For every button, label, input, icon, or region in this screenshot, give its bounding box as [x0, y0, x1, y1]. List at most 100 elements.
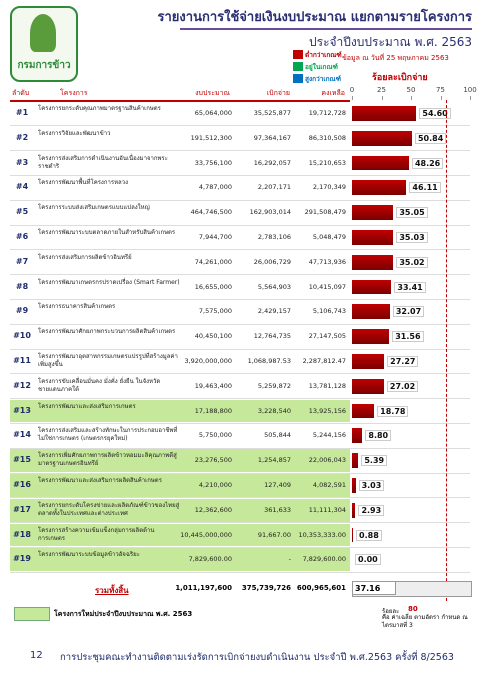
new-project-highlight [10, 548, 350, 572]
amount: 1,254,857 [257, 456, 291, 465]
tick-mark [381, 96, 383, 100]
value-label: 35.03 [396, 232, 428, 243]
rank: #19 [13, 554, 31, 564]
amount: 17,188,800 [194, 406, 232, 415]
value-label: 5.39 [361, 455, 388, 467]
bar [352, 155, 409, 171]
legend-swatch [293, 62, 303, 71]
row-divider [10, 447, 470, 449]
bar [352, 230, 394, 245]
row-divider [10, 472, 470, 473]
target-line [446, 100, 448, 602]
legend-label: อยู่ในเกณฑ์ [305, 63, 338, 71]
amount: 15,210,653 [308, 158, 346, 167]
project-name: โครงการพัฒนาอุตสาหกรรมเกษตรแปรรูปที่สร้า… [38, 353, 178, 368]
rank: #9 [15, 306, 29, 316]
amount: 13,925,156 [308, 406, 346, 415]
amount: 65,064,000 [194, 109, 232, 117]
bar [352, 205, 394, 220]
project-name: โครงการขับเคลื่อนมั่นคง มั่งคั่ง ยั่งยืน… [38, 377, 161, 393]
amount: 16,292,057 [253, 158, 291, 167]
footer-text: การประชุมคณะทำงานติดตามเร่งรัดการเบิกจ่า… [60, 652, 454, 663]
rank: #14 [13, 430, 31, 440]
rank: #5 [15, 207, 29, 217]
column-header: คงเหลือ [321, 89, 345, 97]
x-tick-label: 75 [436, 86, 445, 94]
bar [352, 453, 359, 468]
row-divider [10, 571, 470, 573]
amount: 91,667.00 [257, 530, 291, 539]
bar [352, 180, 407, 196]
x-axis-label: ร้อยละเบิกจ่าย [372, 73, 428, 83]
amount: 2,783,106 [257, 233, 291, 241]
new-project-highlight [10, 498, 350, 522]
rank: #8 [15, 281, 29, 291]
bar [352, 254, 394, 270]
project-name: โครงการส่งเสริมการดำเนินงานอันเนื่องมาจา… [38, 154, 168, 170]
amount: 7,829,600.00 [302, 555, 346, 564]
bar [352, 478, 356, 493]
rank: #16 [13, 480, 31, 489]
column-header: งบประมาณ [195, 89, 230, 97]
value-label: 32.07 [392, 306, 425, 318]
rank: #2 [15, 132, 29, 142]
rank: #4 [15, 182, 29, 192]
amount: 4,787,000 [198, 183, 232, 192]
x-tick-label: 50 [406, 86, 416, 94]
amount: 86,310,508 [308, 133, 346, 142]
amount: 26,006,729 [253, 257, 291, 266]
value-label: 35.05 [396, 207, 428, 219]
bar [352, 527, 354, 543]
subtitle: ประจำปีงบประมาณ พ.ศ. 2563 [309, 35, 472, 49]
footnote-prefix: ร้อยละ [382, 608, 400, 616]
project-name: โครงการพัฒนาศักยภาพกระบวนการผลิตสินค้าเก… [38, 328, 176, 336]
project-name: โครงการระบบส่งเสริมเกษตรแบบแปลงใหญ่ [38, 204, 150, 212]
footnote-value: 80 [408, 605, 418, 614]
column-header: เบิกจ่าย [266, 89, 290, 97]
footnote-suffix: คือ ค่าเฉลี่ย ตามอัตรา กำหนด ณ ไตรมาสที่… [382, 614, 468, 630]
amount: 10,445,000,000 [180, 530, 232, 539]
rank: #17 [13, 504, 31, 514]
amount: 74,261,000 [194, 257, 232, 266]
amount: 5,259,872 [257, 381, 291, 390]
project-name: โครงการยกระดับโครงข่ายและผลิตภัณฑ์ข้าวขอ… [38, 501, 180, 517]
row-divider [10, 546, 470, 548]
amount: 10,353,333.00 [298, 530, 346, 539]
total-bar [352, 581, 396, 596]
amount: 162,903,014 [249, 208, 291, 217]
tick-mark [470, 96, 471, 100]
bar [352, 329, 390, 344]
tick-mark [411, 96, 412, 100]
amount: 5,106,743 [312, 307, 346, 316]
project-name: โครงการส่งเสริมการผลิตข้าวอินทรีย์ [38, 253, 132, 261]
legend-swatch [293, 50, 303, 59]
tick-mark [352, 96, 353, 100]
bar [352, 502, 356, 518]
row-divider [10, 522, 470, 523]
value-label: 27.27 [387, 356, 419, 367]
row-divider [10, 373, 470, 374]
amount: 19,712,728 [308, 109, 346, 117]
amount: 361,633 [264, 505, 291, 514]
rank: #1 [15, 108, 29, 117]
bar [352, 403, 375, 419]
value-label: 31.56 [392, 331, 424, 343]
bar [352, 428, 363, 444]
project-name: โครงการยกระดับคุณภาพมาตรฐานสินค้าเกษตร [38, 105, 161, 112]
row-divider [10, 274, 470, 275]
amount: 23,276,500 [194, 456, 232, 465]
row-divider [10, 224, 470, 225]
amount: 16,655,000 [194, 282, 232, 291]
amount: 4,210,000 [198, 481, 232, 489]
bar [352, 354, 385, 369]
x-tick-label: 100 [463, 86, 477, 94]
project-name: โครงการพัฒนาและส่งเสริมการผลิตสินค้าเกษต… [38, 477, 162, 484]
row-divider [10, 497, 470, 498]
total-label: รวมทั้งสิ้น [95, 586, 129, 596]
rank: #7 [15, 256, 29, 266]
total-value-label: 37.16 [355, 584, 381, 594]
row-divider [10, 199, 470, 201]
row-divider [10, 174, 470, 176]
amount: 5,750,000 [198, 431, 232, 440]
